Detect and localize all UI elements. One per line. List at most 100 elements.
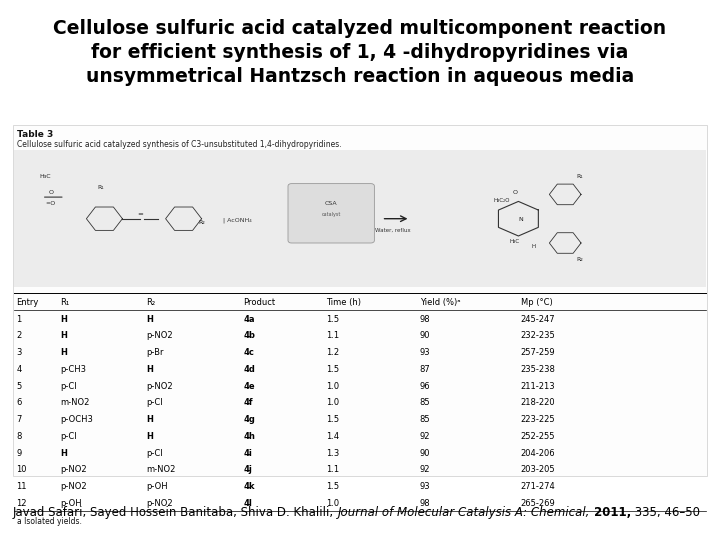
Text: Cellulose sulfuric acid catalyzed multicomponent reaction
for efficient synthesi: Cellulose sulfuric acid catalyzed multic… <box>53 19 667 86</box>
Text: catalyst: catalyst <box>322 212 341 217</box>
Text: p-NO2: p-NO2 <box>146 499 173 508</box>
Text: 4c: 4c <box>243 348 254 357</box>
Text: 1.5: 1.5 <box>326 365 339 374</box>
Text: 211-213: 211-213 <box>521 382 555 390</box>
Text: 1.0: 1.0 <box>326 382 339 390</box>
Text: Water, reflux: Water, reflux <box>374 228 410 233</box>
Text: R₂: R₂ <box>576 257 582 262</box>
Text: R₂: R₂ <box>198 220 204 225</box>
Text: 4b: 4b <box>243 332 255 340</box>
Text: Mp (°C): Mp (°C) <box>521 298 552 307</box>
Text: 11: 11 <box>17 482 27 491</box>
Text: p-NO2: p-NO2 <box>146 382 173 390</box>
Text: R₂: R₂ <box>146 298 156 307</box>
Text: 4f: 4f <box>243 399 253 407</box>
FancyBboxPatch shape <box>13 125 707 476</box>
Text: 90: 90 <box>420 332 431 340</box>
Text: p-Cl: p-Cl <box>60 432 76 441</box>
Text: O: O <box>49 191 54 195</box>
Text: 4a: 4a <box>243 315 255 323</box>
Text: H: H <box>60 315 67 323</box>
Text: O: O <box>513 191 518 195</box>
Text: m-NO2: m-NO2 <box>60 399 89 407</box>
Text: 87: 87 <box>420 365 431 374</box>
Text: 10: 10 <box>17 465 27 474</box>
Text: 98: 98 <box>420 315 431 323</box>
Text: p-Cl: p-Cl <box>60 382 76 390</box>
Text: 6: 6 <box>17 399 22 407</box>
Text: H: H <box>60 348 67 357</box>
Text: 2011,: 2011, <box>590 507 631 519</box>
Text: H: H <box>531 245 536 249</box>
Text: H₃C: H₃C <box>510 239 520 244</box>
Text: =O: =O <box>45 201 55 206</box>
FancyBboxPatch shape <box>288 184 374 243</box>
Text: 218-220: 218-220 <box>521 399 555 407</box>
Text: 4e: 4e <box>243 382 255 390</box>
Text: 98: 98 <box>420 499 431 508</box>
Text: H: H <box>60 332 67 340</box>
Text: Product: Product <box>243 298 276 307</box>
Text: R₁: R₁ <box>97 185 104 190</box>
Text: 4g: 4g <box>243 415 255 424</box>
Text: Javad Safari, Sayed Hossein Banitaba, Shiva D. Khalili,: Javad Safari, Sayed Hossein Banitaba, Sh… <box>13 507 338 519</box>
FancyBboxPatch shape <box>14 150 706 287</box>
Text: 1: 1 <box>17 315 22 323</box>
Text: 245-247: 245-247 <box>521 315 555 323</box>
Text: 1.5: 1.5 <box>326 315 339 323</box>
Text: 92: 92 <box>420 432 431 441</box>
Text: 223-225: 223-225 <box>521 415 555 424</box>
Text: p-OH: p-OH <box>146 482 168 491</box>
Text: 252-255: 252-255 <box>521 432 555 441</box>
Text: Time (h): Time (h) <box>326 298 361 307</box>
Text: p-NO2: p-NO2 <box>146 332 173 340</box>
Text: 203-205: 203-205 <box>521 465 555 474</box>
Text: 7: 7 <box>17 415 22 424</box>
Text: Entry: Entry <box>17 298 39 307</box>
Text: p-OCH3: p-OCH3 <box>60 415 93 424</box>
Text: p-Br: p-Br <box>146 348 163 357</box>
Text: N: N <box>518 218 523 222</box>
Text: 257-259: 257-259 <box>521 348 555 357</box>
Text: p-CH3: p-CH3 <box>60 365 86 374</box>
Text: 90: 90 <box>420 449 431 457</box>
Text: 1.2: 1.2 <box>326 348 339 357</box>
Text: 1.0: 1.0 <box>326 399 339 407</box>
Text: 4h: 4h <box>243 432 255 441</box>
Text: a Isolated yields.: a Isolated yields. <box>17 517 81 526</box>
Text: 4l: 4l <box>243 499 252 508</box>
Text: 3: 3 <box>17 348 22 357</box>
Text: R₁: R₁ <box>60 298 69 307</box>
Text: 1.5: 1.5 <box>326 482 339 491</box>
Text: p-Cl: p-Cl <box>146 399 163 407</box>
Text: 4i: 4i <box>243 449 252 457</box>
Text: H: H <box>60 449 67 457</box>
Text: R₁: R₁ <box>576 174 582 179</box>
Text: 93: 93 <box>420 482 431 491</box>
Text: 85: 85 <box>420 415 431 424</box>
Text: 204-206: 204-206 <box>521 449 555 457</box>
Text: 232-235: 232-235 <box>521 332 555 340</box>
Text: H: H <box>146 415 153 424</box>
Text: =: = <box>137 211 143 217</box>
Text: H: H <box>146 365 153 374</box>
Text: 5: 5 <box>17 382 22 390</box>
Text: p-NO2: p-NO2 <box>60 482 86 491</box>
Text: 4d: 4d <box>243 365 255 374</box>
Text: H: H <box>146 315 153 323</box>
Text: 4j: 4j <box>243 465 252 474</box>
Text: 4k: 4k <box>243 482 255 491</box>
Text: 1.5: 1.5 <box>326 415 339 424</box>
Text: 2: 2 <box>17 332 22 340</box>
Text: 265-269: 265-269 <box>521 499 555 508</box>
Text: 12: 12 <box>17 499 27 508</box>
Text: 4: 4 <box>17 365 22 374</box>
Text: 1.4: 1.4 <box>326 432 339 441</box>
Text: 1.1: 1.1 <box>326 332 339 340</box>
Text: H₃C: H₃C <box>40 174 51 179</box>
Text: Cellulose sulfuric acid catalyzed synthesis of C3-unsubstituted 1,4-dihydropyrid: Cellulose sulfuric acid catalyzed synthe… <box>17 140 341 150</box>
Text: 271-274: 271-274 <box>521 482 555 491</box>
Text: 93: 93 <box>420 348 431 357</box>
Text: 8: 8 <box>17 432 22 441</box>
Text: H₃C₂O: H₃C₂O <box>493 199 510 204</box>
